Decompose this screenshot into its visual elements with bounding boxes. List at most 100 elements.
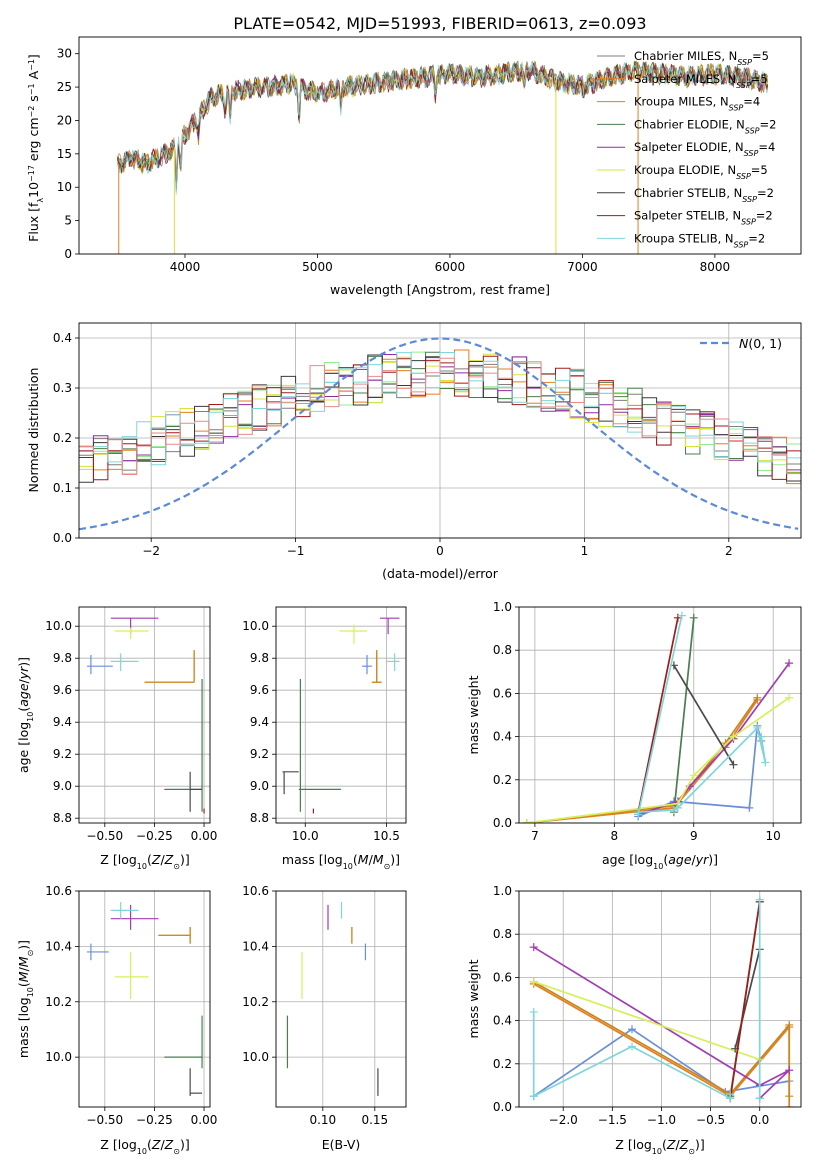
x-tick-label: −1.5 bbox=[598, 1113, 627, 1127]
axes-frame bbox=[78, 890, 211, 1108]
y-axis-label: mass weight bbox=[466, 959, 481, 1038]
x-axis-label: Z [log10(Z/Z⊙)] bbox=[100, 852, 189, 871]
y-tick-label: 10.0 bbox=[242, 619, 269, 633]
y-tick-label: 0.1 bbox=[53, 481, 72, 495]
series-line bbox=[637, 617, 679, 813]
axes-age_vs_Z: −0.50 −0.25 0.00 8.8 9.0 9.2 9.4 9.6 9.8 10.0 Z [l… bbox=[16, 606, 218, 871]
x-axis-label: mass [log10(M/M⊙)] bbox=[282, 852, 400, 871]
x-tick-label: 0.00 bbox=[191, 829, 218, 843]
histogram-step bbox=[79, 357, 801, 476]
legend-label: N(0, 1) bbox=[739, 336, 782, 351]
y-tick-label: 8.8 bbox=[250, 811, 269, 825]
series-line bbox=[638, 726, 767, 814]
data-point bbox=[529, 977, 538, 986]
axes-weight_vs_Z: −2.0 −1.5 −1.0 −0.5 0.0 0.0 0.2 0.4 0.6 0.8 1.0 Z [… bbox=[466, 884, 802, 1156]
x-tick-label: −2.0 bbox=[549, 1113, 578, 1127]
y-axis-label: Flux [fλ10−17 erg cm−2 s−1 A−1] bbox=[26, 54, 45, 242]
y-tick-label: 25 bbox=[57, 80, 72, 94]
series-line bbox=[533, 1028, 790, 1097]
data-point bbox=[761, 758, 770, 767]
x-axis-label: (data-model)/error bbox=[382, 566, 499, 581]
data-point bbox=[721, 739, 730, 748]
x-tick-label: −0.25 bbox=[136, 1113, 173, 1127]
y-axis-label: mass weight bbox=[466, 675, 481, 754]
gaussian-curve bbox=[79, 337, 799, 531]
axes-frame bbox=[78, 606, 211, 824]
series-line bbox=[637, 615, 683, 815]
spectrum-line bbox=[117, 61, 768, 190]
legend-label: Kroupa STELIB, NSSP=2 bbox=[634, 231, 765, 249]
y-tick-label: 9.6 bbox=[53, 683, 72, 697]
y-tick-label: 9.8 bbox=[250, 651, 269, 665]
data-point bbox=[785, 693, 794, 702]
y-tick-label: 9.4 bbox=[250, 715, 269, 729]
y-tick-label: 0.0 bbox=[493, 1100, 512, 1114]
x-tick-label: −0.25 bbox=[136, 829, 173, 843]
y-tick-label: 9.2 bbox=[53, 747, 72, 761]
data-point bbox=[729, 760, 738, 769]
data-point bbox=[627, 1025, 636, 1034]
data-point bbox=[522, 819, 531, 823]
x-axis-label: E(B-V) bbox=[322, 1137, 361, 1152]
y-tick-label: 10.2 bbox=[45, 995, 72, 1009]
data-point bbox=[755, 895, 764, 904]
axes-frame bbox=[518, 890, 802, 1108]
y-tick-label: 10.4 bbox=[242, 939, 269, 953]
x-axis-label: wavelength [Angstrom, rest frame] bbox=[330, 282, 550, 297]
x-tick-label: 8 bbox=[611, 829, 619, 843]
x-tick-label: −0.5 bbox=[696, 1113, 725, 1127]
series-line bbox=[526, 699, 759, 823]
y-tick-label: 9.2 bbox=[250, 747, 269, 761]
series-line bbox=[673, 617, 695, 813]
data-point bbox=[677, 611, 686, 620]
x-tick-label: 10.0 bbox=[292, 829, 319, 843]
y-tick-label: 10.6 bbox=[242, 884, 269, 898]
x-tick-label: 10.5 bbox=[373, 829, 400, 843]
y-tick-label: 0.4 bbox=[493, 730, 512, 744]
plot-area-mass_vs_Z bbox=[79, 891, 210, 1107]
y-tick-label: 9.8 bbox=[53, 651, 72, 665]
data-point bbox=[753, 723, 762, 732]
data-point bbox=[689, 613, 698, 622]
y-tick-label: 10.0 bbox=[242, 1050, 269, 1064]
y-tick-label: 9.0 bbox=[250, 779, 269, 793]
axes-frame bbox=[78, 322, 802, 539]
data-point bbox=[753, 693, 762, 702]
x-axis-label: age [log10(age/yr)] bbox=[602, 852, 718, 871]
x-tick-label: 7 bbox=[531, 829, 539, 843]
y-tick-label: 0.0 bbox=[53, 531, 72, 545]
y-tick-label: 0.0 bbox=[493, 816, 512, 830]
plot-area-spectrum bbox=[117, 60, 768, 254]
x-axis-label: Z [log10(Z/Z⊙)] bbox=[100, 1137, 189, 1156]
x-axis-label: Z [log10(Z/Z⊙)] bbox=[615, 1137, 704, 1156]
plot-area-weight_vs_Z bbox=[519, 891, 801, 1107]
x-tick-label: 6000 bbox=[435, 260, 466, 274]
x-tick-label: 0.0 bbox=[750, 1113, 769, 1127]
y-tick-label: 8.8 bbox=[53, 811, 72, 825]
legend-label: Salpeter MILES, NSSP=5 bbox=[634, 72, 768, 90]
x-tick-label: −1.0 bbox=[647, 1113, 676, 1127]
y-tick-label: 20 bbox=[57, 113, 72, 127]
y-tick-label: 0.2 bbox=[53, 431, 72, 445]
y-tick-label: 0.3 bbox=[53, 381, 72, 395]
axes-residuals: −2 −1 0 1 2 0.0 0.1 0.2 0.3 0.4 N(0, 1) (data-model… bbox=[26, 322, 802, 581]
legend-label: Chabrier MILES, NSSP=5 bbox=[634, 49, 769, 67]
x-tick-label: 7000 bbox=[567, 260, 598, 274]
data-point bbox=[529, 1092, 538, 1101]
y-tick-label: 0.8 bbox=[493, 927, 512, 941]
y-tick-label: 9.0 bbox=[53, 779, 72, 793]
x-tick-label: 9 bbox=[690, 829, 698, 843]
x-tick-label: −0.50 bbox=[86, 829, 123, 843]
y-axis-label: age [log10(age/yr)] bbox=[16, 657, 35, 773]
x-tick-label: 5000 bbox=[302, 260, 333, 274]
data-point bbox=[689, 771, 698, 780]
data-point bbox=[673, 803, 682, 812]
data-point bbox=[669, 806, 678, 815]
y-tick-label: 0.8 bbox=[493, 643, 512, 657]
y-tick-label: 10 bbox=[57, 180, 72, 194]
data-point bbox=[745, 803, 754, 812]
y-tick-label: 1.0 bbox=[493, 600, 512, 614]
data-point bbox=[755, 1094, 764, 1103]
y-tick-label: 15 bbox=[57, 147, 72, 161]
